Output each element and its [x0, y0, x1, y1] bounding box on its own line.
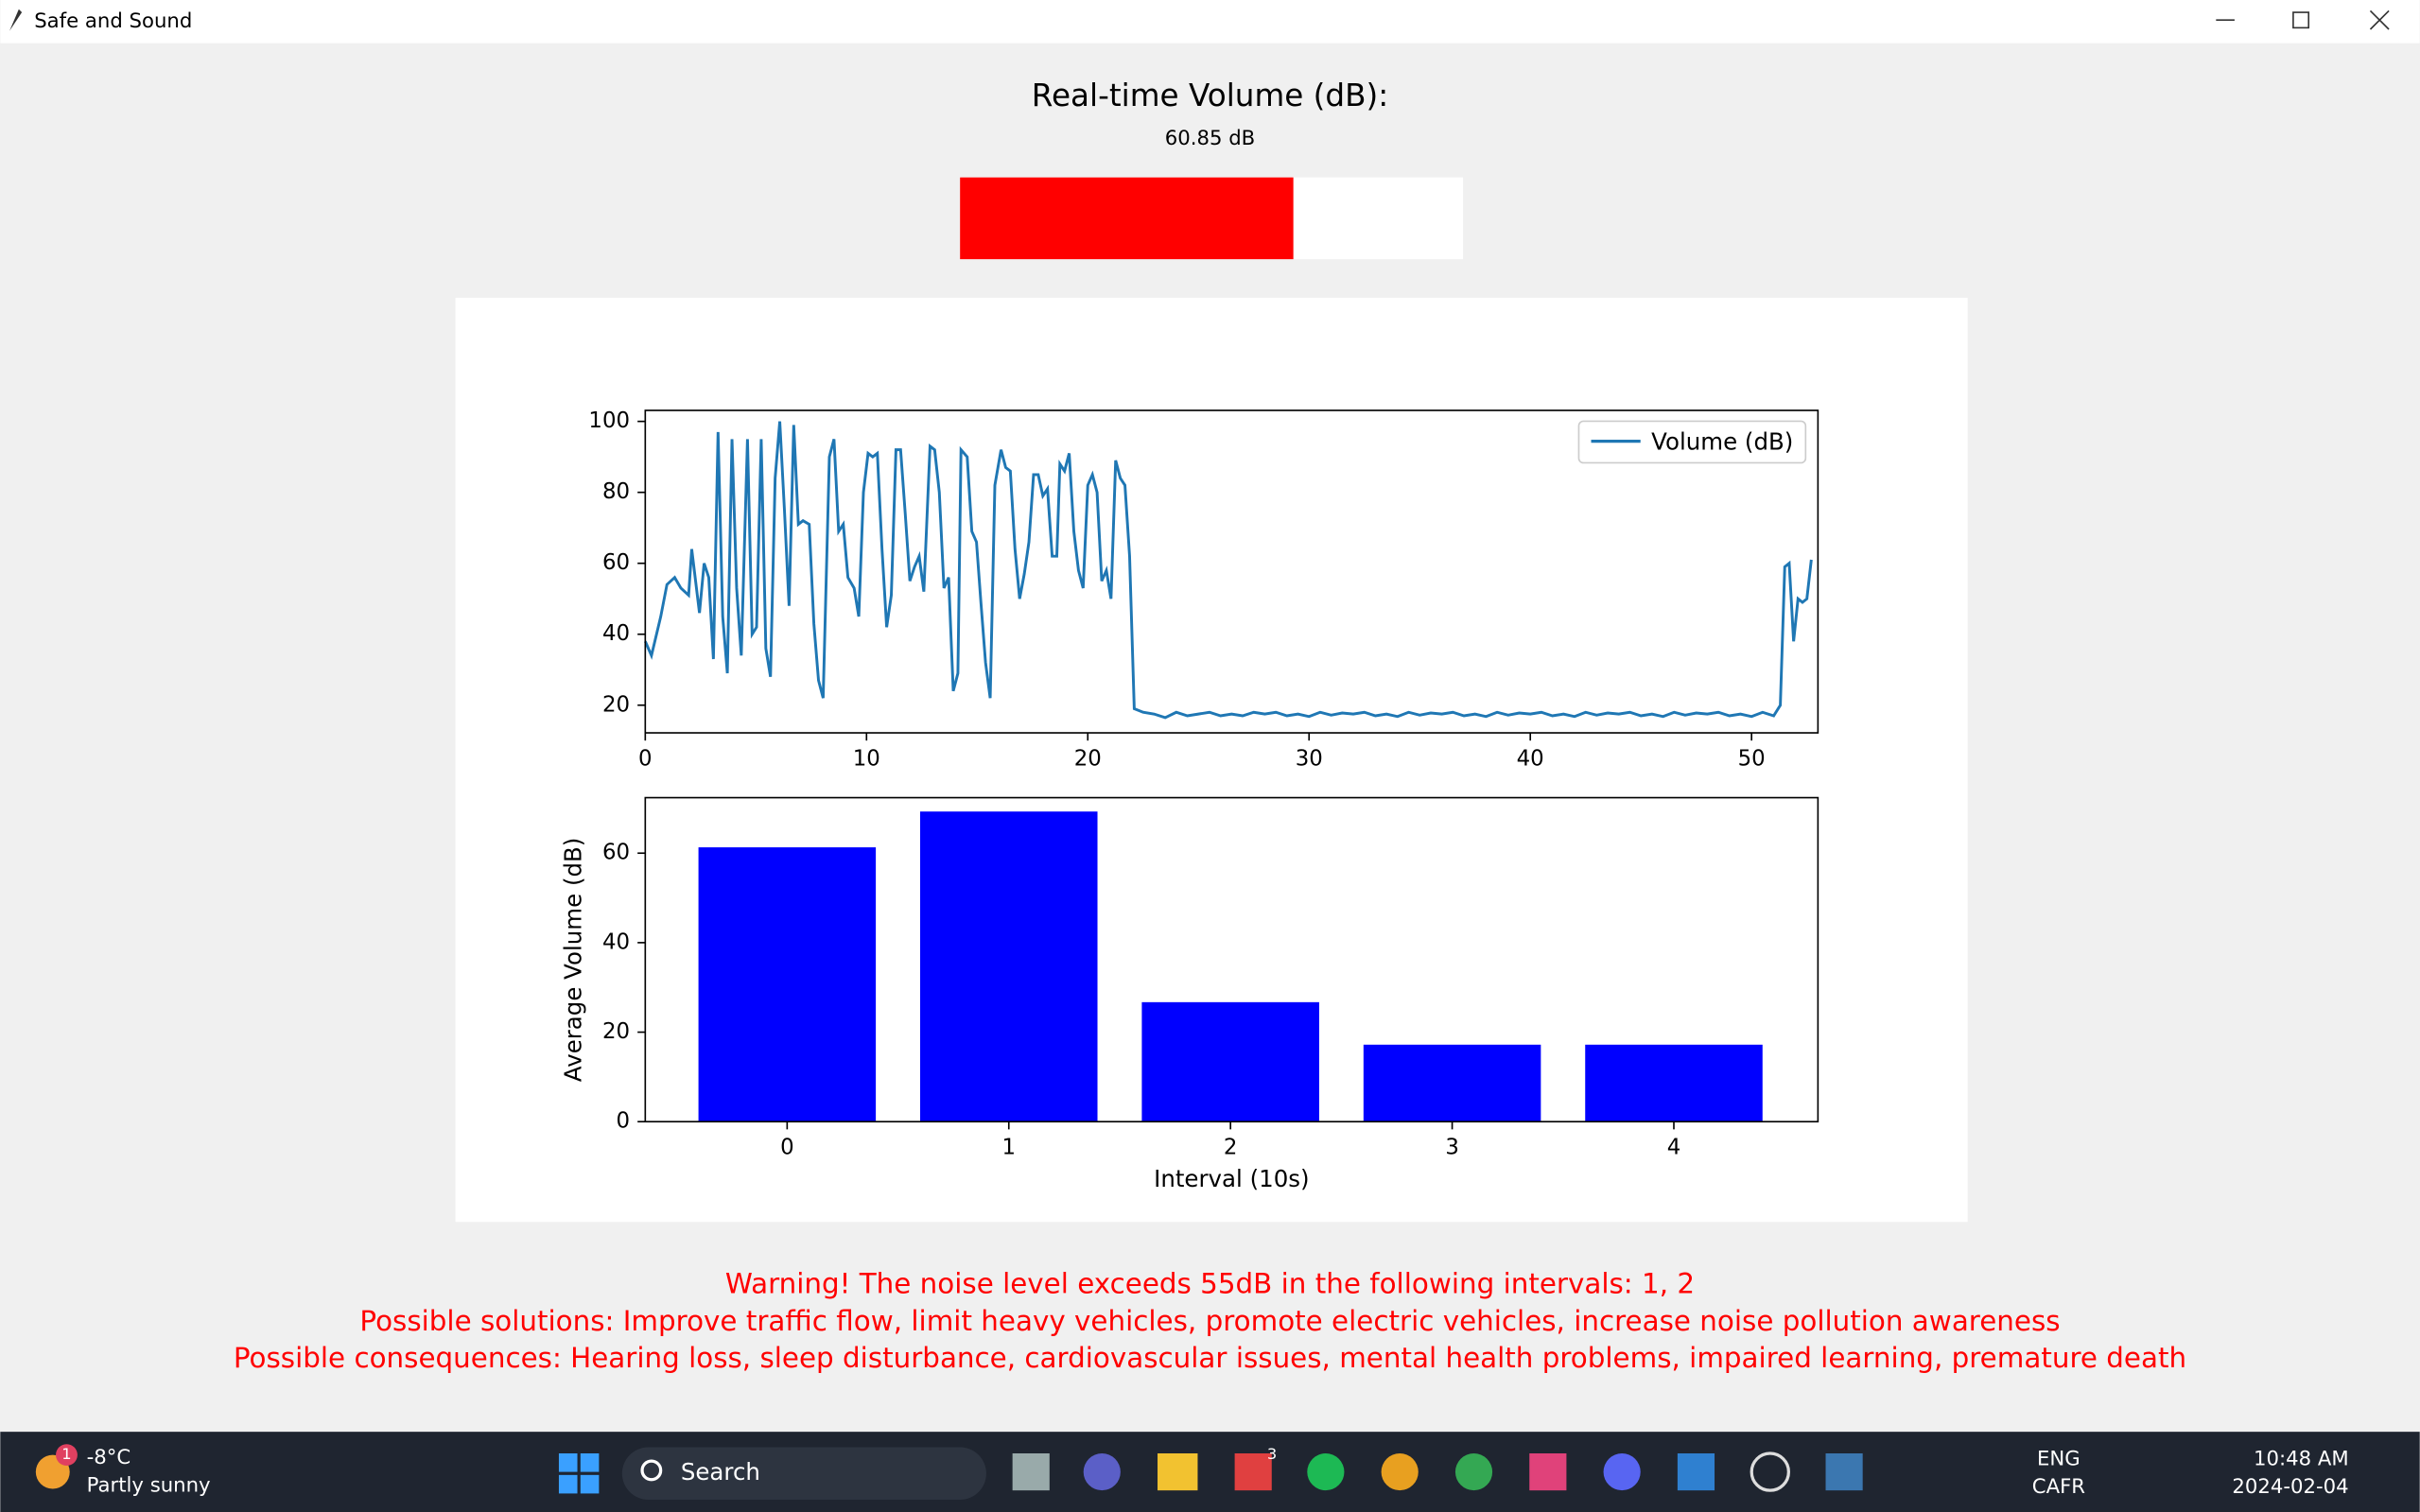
x-tick-label: 4 — [1667, 1135, 1681, 1159]
x-tick-label: 30 — [1296, 746, 1323, 771]
app-icon[interactable] — [1603, 1452, 1641, 1491]
warning: Possible solutions: Improve traffic flow… — [359, 1305, 2060, 1337]
y-tick-label: 100 — [588, 408, 630, 433]
x-axis-label: Interval (10s) — [1154, 1165, 1309, 1192]
line-series — [643, 421, 1813, 720]
app-icon[interactable] — [1381, 1452, 1419, 1491]
axes-frame — [644, 796, 1819, 1123]
y-tick-label: 40 — [602, 930, 630, 954]
volume-title: Real-time Volume (dB): — [1032, 78, 1388, 113]
weather-desc: Partly sunny — [87, 1473, 211, 1497]
x-tick-label: 10 — [853, 746, 880, 771]
y-axis-label: Average Volume (dB) — [559, 838, 586, 1082]
app-icon[interactable] — [1529, 1452, 1567, 1491]
temperature: -8°C — [87, 1446, 131, 1469]
app-icon[interactable] — [1158, 1452, 1198, 1491]
x-tick-label: 2 — [1224, 1135, 1238, 1159]
app-icon — [9, 9, 23, 31]
x-tick-label: 40 — [1517, 746, 1544, 771]
badge-text: 1 — [61, 1445, 71, 1463]
app-icon[interactable] — [1307, 1452, 1345, 1491]
start[interactable] — [558, 1452, 600, 1494]
bar — [1363, 1044, 1541, 1122]
axes-frame — [644, 409, 1819, 734]
app-icon[interactable] — [1750, 1451, 1790, 1492]
bar — [1585, 1044, 1763, 1122]
search-icon — [640, 1459, 663, 1482]
y-tick-label: 60 — [602, 841, 630, 865]
app-icon[interactable] — [1825, 1452, 1863, 1491]
bar — [1141, 1001, 1319, 1122]
search-text: Search — [681, 1458, 760, 1486]
language[interactable]: ENG — [2037, 1448, 2081, 1471]
app-icon[interactable] — [1234, 1452, 1272, 1491]
y-tick-label: 0 — [616, 1109, 630, 1134]
bar — [919, 811, 1098, 1122]
y-tick-label: 80 — [602, 479, 630, 504]
app-icon[interactable] — [1454, 1452, 1493, 1491]
volume-fill — [960, 177, 1294, 260]
clock-time[interactable]: 10:48 AM — [2254, 1448, 2349, 1471]
y-tick-label: 60 — [602, 550, 630, 575]
warning: Possible consequences: Hearing loss, sle… — [234, 1342, 2186, 1374]
x-tick-label: 1 — [1001, 1135, 1016, 1159]
x-tick-label: 20 — [1074, 746, 1102, 771]
app-badge: 3 — [1267, 1445, 1277, 1463]
volume-value: 60.85 dB — [1165, 127, 1255, 150]
warning: Warning! The noise level exceeds 55dB in… — [725, 1268, 1695, 1300]
title-bar — [0, 0, 2420, 43]
keyboard-layout[interactable]: CAFR — [2032, 1475, 2086, 1499]
search-box[interactable] — [621, 1447, 986, 1500]
window-title: Safe and Sound — [34, 9, 192, 33]
app-icon[interactable] — [1012, 1452, 1050, 1491]
legend-label: Volume (dB) — [1651, 427, 1793, 455]
restore[interactable] — [2292, 11, 2310, 29]
bar — [698, 847, 877, 1122]
y-tick-label: 20 — [602, 1019, 630, 1044]
x-tick-label: 0 — [638, 746, 653, 771]
taskbar — [0, 1432, 2420, 1512]
badge — [56, 1444, 78, 1467]
x-tick-label: 3 — [1445, 1135, 1459, 1159]
app-icon[interactable] — [1083, 1452, 1121, 1491]
app-icon[interactable] — [1677, 1452, 1715, 1491]
y-tick-label: 40 — [602, 621, 630, 646]
legend-box — [1577, 420, 1807, 464]
x-tick-label: 50 — [1738, 746, 1766, 771]
x-tick-label: 0 — [780, 1135, 794, 1159]
clock-date[interactable]: 2024-02-04 — [2232, 1475, 2348, 1499]
close[interactable] — [2369, 9, 2390, 30]
y-tick-label: 20 — [602, 692, 630, 717]
